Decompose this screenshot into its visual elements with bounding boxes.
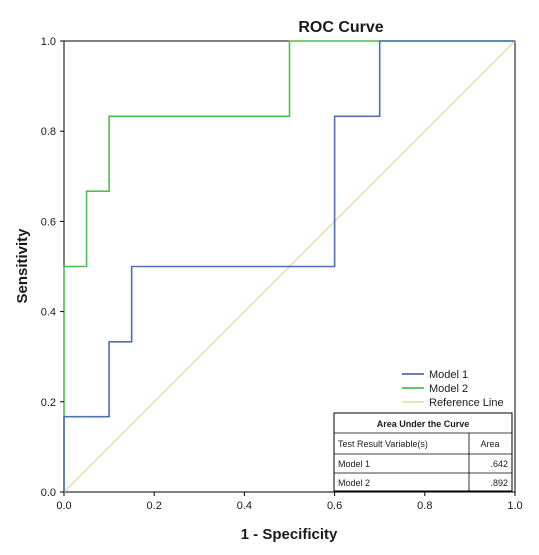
- series-layer: [63, 40, 516, 493]
- y-tick-label: 0.4: [41, 307, 56, 319]
- y-tick-label: 0.8: [41, 126, 56, 138]
- auc-header-area: Area: [480, 439, 499, 449]
- auc-header-variable: Test Result Variable(s): [338, 439, 428, 449]
- chart-title: ROC Curve: [298, 19, 383, 36]
- auc-row-area: .642: [490, 459, 508, 469]
- y-tick-label: 0.0: [41, 487, 56, 499]
- legend-label: Model 2: [429, 383, 468, 395]
- series-line-model-2: [63, 40, 515, 492]
- y-tick-label: 0.2: [41, 397, 56, 409]
- x-tick-label: 0.0: [56, 500, 71, 512]
- x-tick-label: 0.2: [147, 500, 162, 512]
- auc-table-frame: [333, 412, 513, 492]
- ticks-layer: 0.0 0.2 0.4 0.6 0.8 1.0 0.0 0.2 0.4 0.6 0.8 1.0: [41, 36, 523, 512]
- legend: Model 1 Model 2 Reference Line: [402, 369, 504, 409]
- y-tick-label: 0.6: [41, 216, 56, 228]
- auc-row-area: .892: [490, 478, 508, 488]
- auc-table: Area Under the Curve Test Result Variabl…: [333, 412, 513, 492]
- x-axis-label: 1 - Specificity: [241, 526, 338, 543]
- y-tick-label: 1.0: [41, 36, 56, 48]
- y-axis-label: Sensitivity: [14, 228, 31, 304]
- auc-row-variable: Model 2: [338, 478, 370, 488]
- auc-table-title: Area Under the Curve: [377, 419, 470, 429]
- x-tick-label: 0.4: [237, 500, 252, 512]
- legend-label: Model 1: [429, 369, 468, 381]
- series-line-model-1: [63, 40, 515, 492]
- x-tick-label: 0.8: [417, 500, 432, 512]
- legend-label: Reference Line: [429, 397, 504, 409]
- x-tick-label: 1.0: [507, 500, 522, 512]
- x-tick-label: 0.6: [327, 500, 342, 512]
- auc-row-variable: Model 1: [338, 459, 370, 469]
